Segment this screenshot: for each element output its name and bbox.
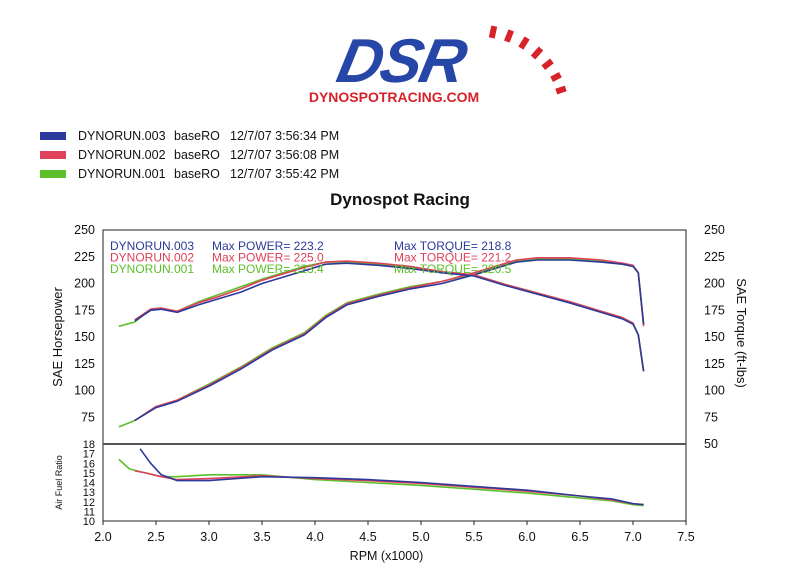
series-line-power bbox=[134, 259, 645, 422]
x-tick-label: 3.0 bbox=[200, 530, 217, 544]
y-right-tick-label: 250 bbox=[704, 223, 725, 237]
legend-timestamp: 12/7/07 3:56:08 PM bbox=[230, 148, 340, 162]
y-tick-label: 75 bbox=[81, 410, 95, 424]
afr-tick-label: 18 bbox=[83, 439, 95, 451]
logo-url: DYNOSPOTRACING.COM bbox=[309, 89, 479, 105]
y-tick-label: 100 bbox=[74, 384, 95, 398]
annotation-max-power: Max POWER= 225.0 bbox=[212, 251, 324, 265]
legend-item: DYNORUN.002 baseRO 12/7/07 3:56:08 PM bbox=[40, 147, 339, 163]
legend-run-name: DYNORUN.003 bbox=[78, 129, 166, 143]
y-tick-label: 225 bbox=[74, 250, 95, 264]
x-axis-label: RPM (x1000) bbox=[350, 549, 424, 563]
afr-tick-label: 12 bbox=[83, 497, 95, 509]
legend-note: baseRO bbox=[174, 148, 220, 162]
annotation-max-power: Max POWER= 223.2 bbox=[212, 239, 324, 253]
afr-series-line bbox=[118, 458, 644, 507]
legend-swatch bbox=[40, 132, 66, 140]
legend-timestamp: 12/7/07 3:55:42 PM bbox=[230, 167, 340, 181]
legend-note: baseRO bbox=[174, 129, 220, 143]
annotation-max-torque: Max TORQUE= 221.2 bbox=[394, 251, 512, 265]
legend-swatch bbox=[40, 170, 66, 178]
y-tick-label: 125 bbox=[74, 357, 95, 371]
afr-tick-label: 17 bbox=[83, 449, 95, 461]
annotation-run: DYNORUN.001 bbox=[110, 262, 194, 276]
x-tick-label: 7.5 bbox=[677, 530, 694, 544]
x-tick-label: 7.0 bbox=[624, 530, 641, 544]
x-tick-label: 6.5 bbox=[571, 530, 588, 544]
chart-title: Dynospot Racing bbox=[330, 190, 470, 209]
afr-series-line bbox=[134, 470, 644, 506]
series-line-power bbox=[118, 258, 645, 428]
afr-tick-label: 15 bbox=[83, 468, 95, 480]
x-tick-label: 6.0 bbox=[518, 530, 535, 544]
y-right-tick-label: 75 bbox=[704, 410, 718, 424]
y-right-tick-label: 125 bbox=[704, 357, 725, 371]
afr-tick-label: 11 bbox=[84, 506, 95, 518]
y-right-tick-label: 50 bbox=[704, 437, 718, 451]
y-tick-label: 150 bbox=[74, 330, 95, 344]
annotation-run: DYNORUN.003 bbox=[110, 239, 194, 253]
y-right-tick-label: 100 bbox=[704, 384, 725, 398]
legend-run-name: DYNORUN.002 bbox=[78, 148, 166, 162]
afr-tick-label: 14 bbox=[83, 478, 95, 490]
x-tick-label: 5.5 bbox=[465, 530, 482, 544]
x-tick-label: 5.0 bbox=[412, 530, 429, 544]
x-tick-label: 2.0 bbox=[94, 530, 111, 544]
x-tick-label: 3.5 bbox=[253, 530, 270, 544]
y-right-tick-label: 225 bbox=[704, 250, 725, 264]
legend-run-name: DYNORUN.001 bbox=[78, 167, 166, 181]
annotation-run: DYNORUN.002 bbox=[110, 251, 194, 265]
afr-tick-label: 13 bbox=[83, 487, 95, 499]
series-line-torque bbox=[134, 260, 645, 372]
y-tick-label: 175 bbox=[74, 303, 95, 317]
legend-swatch bbox=[40, 151, 66, 159]
y-tick-label: 200 bbox=[74, 277, 95, 291]
series-line-torque bbox=[134, 262, 645, 372]
x-tick-label: 4.5 bbox=[359, 530, 376, 544]
dsr-logo: DSR DYNOSPOTRACING.COM bbox=[309, 25, 567, 105]
y-tick-label: 250 bbox=[74, 223, 95, 237]
logo-arc-dashes bbox=[488, 25, 567, 95]
afr-axis-label: Air Fuel Ratio bbox=[54, 455, 64, 510]
legend-timestamp: 12/7/07 3:56:34 PM bbox=[230, 129, 340, 143]
y-right-tick-label: 150 bbox=[704, 330, 725, 344]
annotation-max-torque: Max TORQUE= 220.5 bbox=[394, 262, 512, 276]
afr-series-line bbox=[139, 448, 644, 506]
afr-tick-label: 16 bbox=[83, 458, 95, 470]
y-right-tick-label: 175 bbox=[704, 303, 725, 317]
series-line-power bbox=[134, 257, 645, 422]
legend-note: baseRO bbox=[174, 167, 220, 181]
legend-item: DYNORUN.003 baseRO 12/7/07 3:56:34 PM bbox=[40, 128, 339, 144]
series-line-torque bbox=[118, 261, 645, 372]
y-axis-label: SAE Horsepower bbox=[50, 286, 65, 386]
x-tick-label: 4.0 bbox=[306, 530, 323, 544]
annotation-max-power: Max POWER= 223.4 bbox=[212, 262, 324, 276]
annotation-max-torque: Max TORQUE= 218.8 bbox=[394, 239, 512, 253]
afr-tick-label: 10 bbox=[83, 516, 95, 528]
legend-item: DYNORUN.001 baseRO 12/7/07 3:55:42 PM bbox=[40, 166, 339, 182]
logo-mark: DSR bbox=[331, 27, 472, 96]
x-tick-label: 2.5 bbox=[147, 530, 164, 544]
y-right-axis-label: SAE Torque (ft-lbs) bbox=[734, 278, 749, 388]
y-right-tick-label: 200 bbox=[704, 277, 725, 291]
